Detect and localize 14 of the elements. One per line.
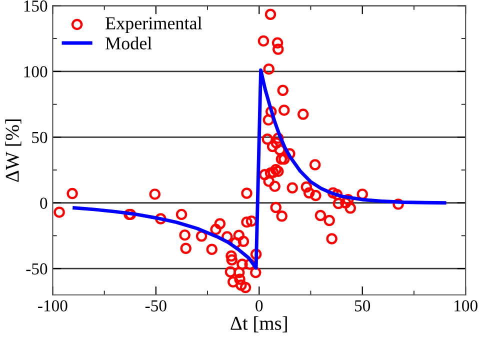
x-tick-label: 100 bbox=[454, 300, 478, 312]
y-tick-label: 50 bbox=[32, 132, 48, 144]
y-tick-label: 150 bbox=[24, 0, 48, 12]
legend-label: Experimental bbox=[106, 16, 202, 34]
x-tick-label: 0 bbox=[256, 300, 263, 312]
x-tick-label: -100 bbox=[38, 300, 68, 312]
legend-label: Model bbox=[106, 36, 152, 50]
x-axis-title: Δt [ms] bbox=[230, 316, 287, 332]
x-tick-label: -50 bbox=[145, 300, 166, 312]
y-tick-label: -50 bbox=[26, 263, 48, 275]
y-tick-label: 0 bbox=[40, 198, 48, 209]
x-tick-label: 50 bbox=[355, 300, 370, 312]
y-axis-title: ΔW [%] bbox=[5, 119, 22, 182]
y-tick-label: 100 bbox=[24, 66, 48, 78]
